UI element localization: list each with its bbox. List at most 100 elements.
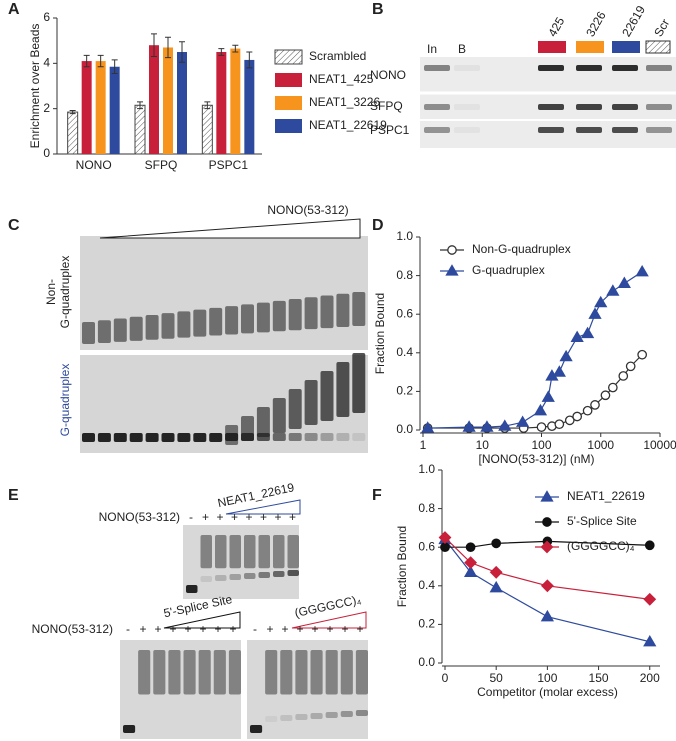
gel-band	[113, 433, 127, 442]
gel-band	[273, 571, 285, 577]
x-tick-label: NONO	[76, 158, 112, 172]
legend-label: G-quadruplex	[472, 263, 545, 277]
x-tick-label: 1	[420, 438, 427, 452]
bar	[163, 47, 173, 154]
gel-band	[576, 104, 602, 110]
marker	[489, 580, 503, 593]
gel-band	[97, 320, 111, 343]
bar	[149, 45, 159, 155]
error-bar	[151, 33, 157, 58]
y-tick-label: 0.2	[418, 617, 435, 631]
y-tick-label: 0.0	[418, 655, 435, 669]
panel-label: D	[372, 217, 384, 234]
marker	[572, 411, 583, 422]
gel-band	[198, 650, 211, 695]
gel-band	[424, 65, 450, 71]
marker	[440, 542, 450, 553]
marker	[491, 538, 502, 549]
gel-band	[355, 710, 368, 716]
y-tick-label: 6	[43, 10, 50, 24]
marker	[421, 421, 435, 433]
lane-sign: +	[289, 510, 296, 524]
marker	[463, 565, 478, 577]
lane-sign: +	[231, 510, 238, 524]
gel-band	[612, 65, 638, 71]
gel-band	[280, 715, 293, 721]
lane-sign: +	[311, 622, 318, 636]
gel-band	[646, 127, 672, 133]
gel-row-label: G-quadruplex	[58, 256, 72, 329]
lane-sign: +	[274, 510, 281, 524]
gel-band	[454, 104, 480, 110]
panel-label: F	[372, 487, 382, 504]
gel-band	[241, 433, 254, 441]
legend-label: (GGGGCC)₄	[567, 539, 635, 553]
gel-band	[304, 380, 318, 425]
gel-band	[145, 314, 159, 340]
gel-band	[215, 575, 227, 581]
gel-band	[576, 65, 602, 71]
gel-band	[193, 309, 207, 337]
gel-band	[272, 433, 286, 441]
gel-band	[538, 127, 564, 133]
lane-swatch	[612, 41, 640, 53]
lane-sign: +	[199, 622, 206, 636]
gel-band	[225, 433, 239, 441]
gel-band	[209, 433, 223, 442]
gel-band	[241, 304, 254, 334]
panel-label: E	[8, 487, 19, 504]
bar	[230, 48, 241, 154]
y-tick-label: 0	[43, 146, 50, 160]
error-bar	[69, 109, 76, 115]
marker	[564, 415, 575, 426]
x-tick-label: SFPQ	[145, 158, 178, 172]
x-tick-label: 150	[589, 671, 609, 685]
legend-label: 5'-Splice Site	[567, 514, 637, 528]
error-bar	[246, 51, 253, 69]
marker	[536, 422, 547, 432]
protein-label: NONO(53-312)	[99, 510, 180, 524]
lane-sign: +	[202, 510, 209, 524]
y-tick-label: 0.8	[396, 268, 413, 282]
gel-band	[424, 104, 450, 110]
y-tick-label: 0.2	[396, 384, 413, 398]
marker	[541, 390, 555, 402]
legend-swatch	[274, 49, 303, 65]
gel-band	[256, 433, 270, 441]
marker	[637, 349, 648, 360]
lane-sign: +	[356, 622, 363, 636]
gel-band	[82, 433, 95, 442]
y-tick-label: 0.4	[396, 345, 413, 359]
gel-band	[454, 65, 480, 71]
gel-band	[200, 535, 212, 569]
bar	[134, 104, 146, 155]
lane-sign: +	[326, 622, 333, 636]
x-tick-label: 10	[476, 438, 490, 452]
gel-band	[320, 433, 334, 441]
panel-label: A	[8, 1, 20, 18]
gel-band	[145, 433, 159, 442]
gel-band	[256, 302, 270, 333]
x-tick-label: PSPC1	[209, 158, 249, 172]
gel-band	[213, 650, 226, 695]
y-tick-label: 0.6	[396, 306, 413, 320]
competitor-wedge	[163, 611, 241, 629]
error-bar	[204, 101, 211, 110]
marker	[570, 330, 584, 343]
row-label: NONO	[370, 68, 406, 82]
y-tick-label: 0.0	[396, 422, 413, 436]
y-tick-label: 1.0	[418, 462, 435, 476]
gel-band	[340, 650, 353, 695]
marker	[607, 382, 618, 393]
marker	[580, 326, 595, 339]
marker	[590, 400, 600, 410]
gel-band	[258, 535, 270, 569]
x-tick-label: 100	[531, 438, 551, 452]
gel-band	[538, 104, 564, 110]
gel-row-label: Non-	[44, 279, 58, 305]
gel-band	[209, 307, 223, 336]
y-tick-label: 0.6	[418, 539, 435, 553]
marker	[600, 390, 611, 401]
gel-band	[336, 433, 350, 441]
